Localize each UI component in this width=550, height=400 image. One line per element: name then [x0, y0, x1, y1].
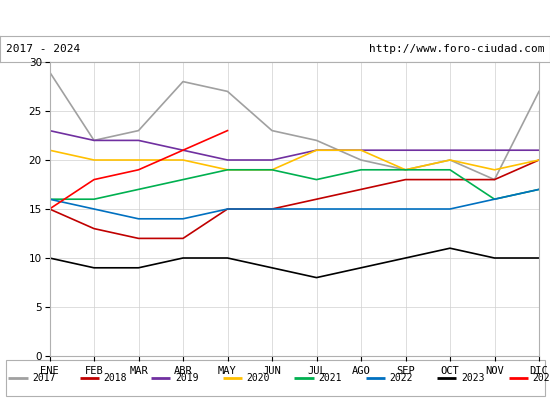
FancyBboxPatch shape: [6, 360, 544, 396]
Text: 2017: 2017: [32, 373, 56, 383]
Text: 2022: 2022: [389, 373, 413, 383]
Text: 2024: 2024: [532, 373, 550, 383]
Text: http://www.foro-ciudad.com: http://www.foro-ciudad.com: [369, 44, 544, 54]
Text: 2023: 2023: [461, 373, 485, 383]
Text: 2020: 2020: [246, 373, 270, 383]
Text: 2018: 2018: [103, 373, 127, 383]
Text: 2017 - 2024: 2017 - 2024: [6, 44, 80, 54]
Text: 2019: 2019: [175, 373, 199, 383]
Text: Evolucion del paro registrado en Parada de Arriba: Evolucion del paro registrado en Parada …: [70, 11, 480, 25]
Text: 2021: 2021: [318, 373, 342, 383]
